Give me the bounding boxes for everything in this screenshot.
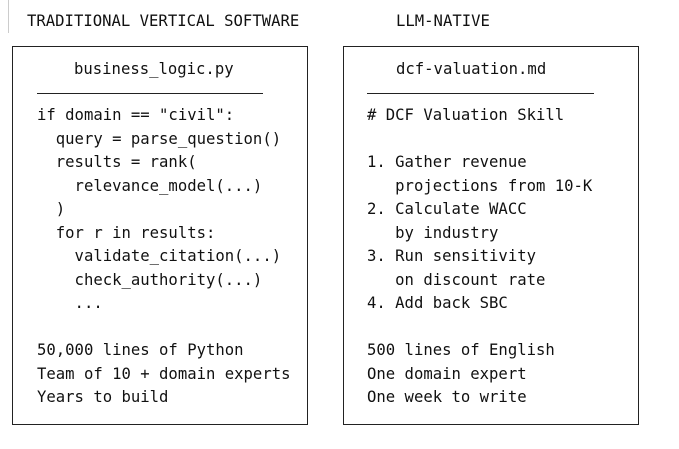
window-edge xyxy=(8,0,9,33)
right-content: # DCF Valuation Skill 1. Gather revenue p… xyxy=(367,104,592,410)
right-divider xyxy=(367,93,594,94)
right-content-line: 2. Calculate WACC xyxy=(367,200,527,218)
right-content-line: # DCF Valuation Skill xyxy=(367,106,565,124)
left-content-line: Team of 10 + domain experts xyxy=(37,364,291,383)
right-content-line: One week to write xyxy=(367,388,527,406)
left-content-line: for r in results: xyxy=(37,223,216,242)
left-content-line: 50,000 lines of Python xyxy=(37,341,244,359)
right-filename: dcf-valuation.md xyxy=(396,60,547,78)
right-content-line: projections from 10-K xyxy=(367,176,593,195)
left-content: if domain == "civil": query = parse_ques… xyxy=(37,104,290,410)
right-content-line xyxy=(367,316,592,340)
right-content-line: 3. Run sensitivity xyxy=(367,247,536,265)
left-content-line: results = rank( xyxy=(37,153,197,171)
left-heading: TRADITIONAL VERTICAL SOFTWARE xyxy=(27,12,300,30)
left-divider xyxy=(37,93,263,94)
left-content-line: ... xyxy=(37,294,103,312)
left-content-line: validate_citation(...) xyxy=(37,247,282,265)
left-content-line: query = parse_question() xyxy=(37,129,282,148)
right-content-line: 1. Gather revenue xyxy=(367,153,527,171)
left-filename: business_logic.py xyxy=(74,60,234,78)
traditional-software-box xyxy=(12,46,308,425)
left-content-line xyxy=(37,316,290,340)
right-heading: LLM-NATIVE xyxy=(396,12,490,30)
left-content-line: if domain == "civil": xyxy=(37,106,235,124)
right-content-line xyxy=(367,128,592,152)
right-content-line: on discount rate xyxy=(367,270,546,289)
llm-native-box xyxy=(343,46,639,425)
right-content-line: by industry xyxy=(367,223,499,242)
left-content-line: check_authority(...) xyxy=(37,270,263,289)
left-content-line: ) xyxy=(37,200,66,218)
right-content-line: One domain expert xyxy=(367,364,527,383)
right-content-line: 500 lines of English xyxy=(367,341,555,359)
left-content-line: relevance_model(...) xyxy=(37,176,263,195)
left-content-line: Years to build xyxy=(37,388,169,406)
right-content-line: 4. Add back SBC xyxy=(367,294,508,312)
